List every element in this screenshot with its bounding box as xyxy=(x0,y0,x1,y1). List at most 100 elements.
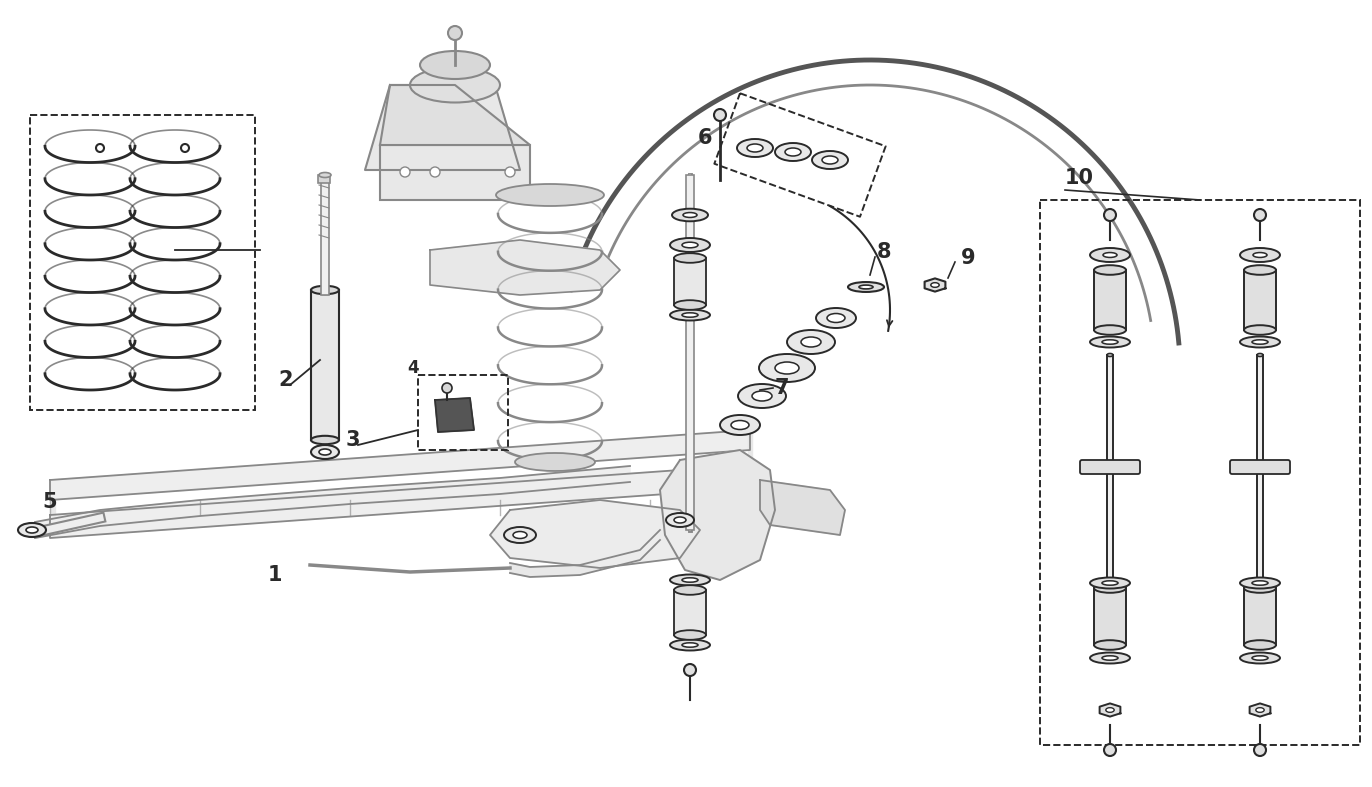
Circle shape xyxy=(449,26,462,40)
Ellipse shape xyxy=(670,640,709,651)
Ellipse shape xyxy=(775,362,799,374)
Ellipse shape xyxy=(812,151,848,169)
Ellipse shape xyxy=(420,51,490,79)
Bar xyxy=(321,180,329,295)
Ellipse shape xyxy=(1253,656,1268,660)
Bar xyxy=(380,145,530,200)
Ellipse shape xyxy=(859,285,873,289)
Ellipse shape xyxy=(822,156,838,164)
Polygon shape xyxy=(490,500,700,568)
Ellipse shape xyxy=(674,517,686,523)
Ellipse shape xyxy=(1253,340,1268,344)
Ellipse shape xyxy=(1244,325,1276,334)
Text: 3: 3 xyxy=(346,430,359,450)
Circle shape xyxy=(505,167,514,177)
Bar xyxy=(1257,355,1264,580)
Ellipse shape xyxy=(1093,325,1126,334)
Circle shape xyxy=(1254,744,1266,756)
Polygon shape xyxy=(49,430,750,500)
Bar xyxy=(1093,588,1126,645)
Ellipse shape xyxy=(785,148,801,156)
Ellipse shape xyxy=(672,209,708,221)
Ellipse shape xyxy=(1093,640,1126,650)
Ellipse shape xyxy=(670,575,709,586)
Bar xyxy=(674,590,707,635)
Bar xyxy=(1093,270,1126,330)
Ellipse shape xyxy=(746,144,763,152)
Ellipse shape xyxy=(682,242,698,248)
Ellipse shape xyxy=(752,391,772,401)
Bar xyxy=(311,290,339,440)
Ellipse shape xyxy=(788,330,836,354)
FancyBboxPatch shape xyxy=(1231,460,1290,474)
Ellipse shape xyxy=(311,445,339,459)
Text: 1: 1 xyxy=(268,565,283,585)
Circle shape xyxy=(429,167,440,177)
Ellipse shape xyxy=(775,143,811,161)
Ellipse shape xyxy=(682,312,698,317)
Ellipse shape xyxy=(497,184,604,206)
Ellipse shape xyxy=(26,527,38,533)
Circle shape xyxy=(401,167,410,177)
Text: 10: 10 xyxy=(1065,168,1093,188)
Ellipse shape xyxy=(670,238,709,252)
Ellipse shape xyxy=(737,139,772,157)
Ellipse shape xyxy=(930,283,940,287)
Ellipse shape xyxy=(720,415,760,435)
Polygon shape xyxy=(435,398,473,432)
Polygon shape xyxy=(1099,704,1121,717)
FancyBboxPatch shape xyxy=(1080,460,1140,474)
Circle shape xyxy=(442,383,451,393)
Ellipse shape xyxy=(1106,708,1114,712)
Ellipse shape xyxy=(1093,583,1126,593)
Ellipse shape xyxy=(670,309,709,320)
Ellipse shape xyxy=(738,384,786,408)
Ellipse shape xyxy=(1102,581,1118,586)
Ellipse shape xyxy=(1089,248,1131,262)
Polygon shape xyxy=(429,240,620,295)
Ellipse shape xyxy=(1089,578,1131,589)
Polygon shape xyxy=(925,279,945,292)
Bar xyxy=(418,375,508,450)
Circle shape xyxy=(1254,209,1266,221)
Ellipse shape xyxy=(1255,708,1264,712)
Ellipse shape xyxy=(674,630,707,640)
Ellipse shape xyxy=(1240,248,1280,262)
Ellipse shape xyxy=(665,513,694,527)
Ellipse shape xyxy=(759,354,815,382)
Text: 6: 6 xyxy=(698,128,712,148)
Circle shape xyxy=(1104,209,1115,221)
Text: 4: 4 xyxy=(407,359,418,377)
Ellipse shape xyxy=(1107,353,1113,357)
Bar xyxy=(1040,200,1360,745)
Ellipse shape xyxy=(410,68,499,102)
Ellipse shape xyxy=(311,286,339,294)
Polygon shape xyxy=(510,530,660,577)
Text: 9: 9 xyxy=(960,248,975,268)
Ellipse shape xyxy=(848,282,884,292)
Circle shape xyxy=(96,144,104,152)
Bar xyxy=(318,175,331,183)
Polygon shape xyxy=(365,85,520,170)
Ellipse shape xyxy=(1093,265,1126,275)
Ellipse shape xyxy=(1240,652,1280,663)
Ellipse shape xyxy=(1107,578,1113,582)
Ellipse shape xyxy=(1257,578,1264,582)
Ellipse shape xyxy=(1244,640,1276,650)
Text: 7: 7 xyxy=(775,378,789,398)
Bar xyxy=(686,175,694,530)
Ellipse shape xyxy=(674,586,707,595)
Circle shape xyxy=(1104,744,1115,756)
Polygon shape xyxy=(660,450,775,580)
Ellipse shape xyxy=(731,420,749,430)
Ellipse shape xyxy=(1253,581,1268,586)
Polygon shape xyxy=(49,500,55,515)
Ellipse shape xyxy=(311,436,339,444)
Ellipse shape xyxy=(682,578,698,582)
Circle shape xyxy=(181,144,189,152)
Ellipse shape xyxy=(514,453,595,471)
Ellipse shape xyxy=(1257,353,1264,357)
Polygon shape xyxy=(380,85,530,145)
Ellipse shape xyxy=(504,527,536,543)
Ellipse shape xyxy=(674,253,707,263)
